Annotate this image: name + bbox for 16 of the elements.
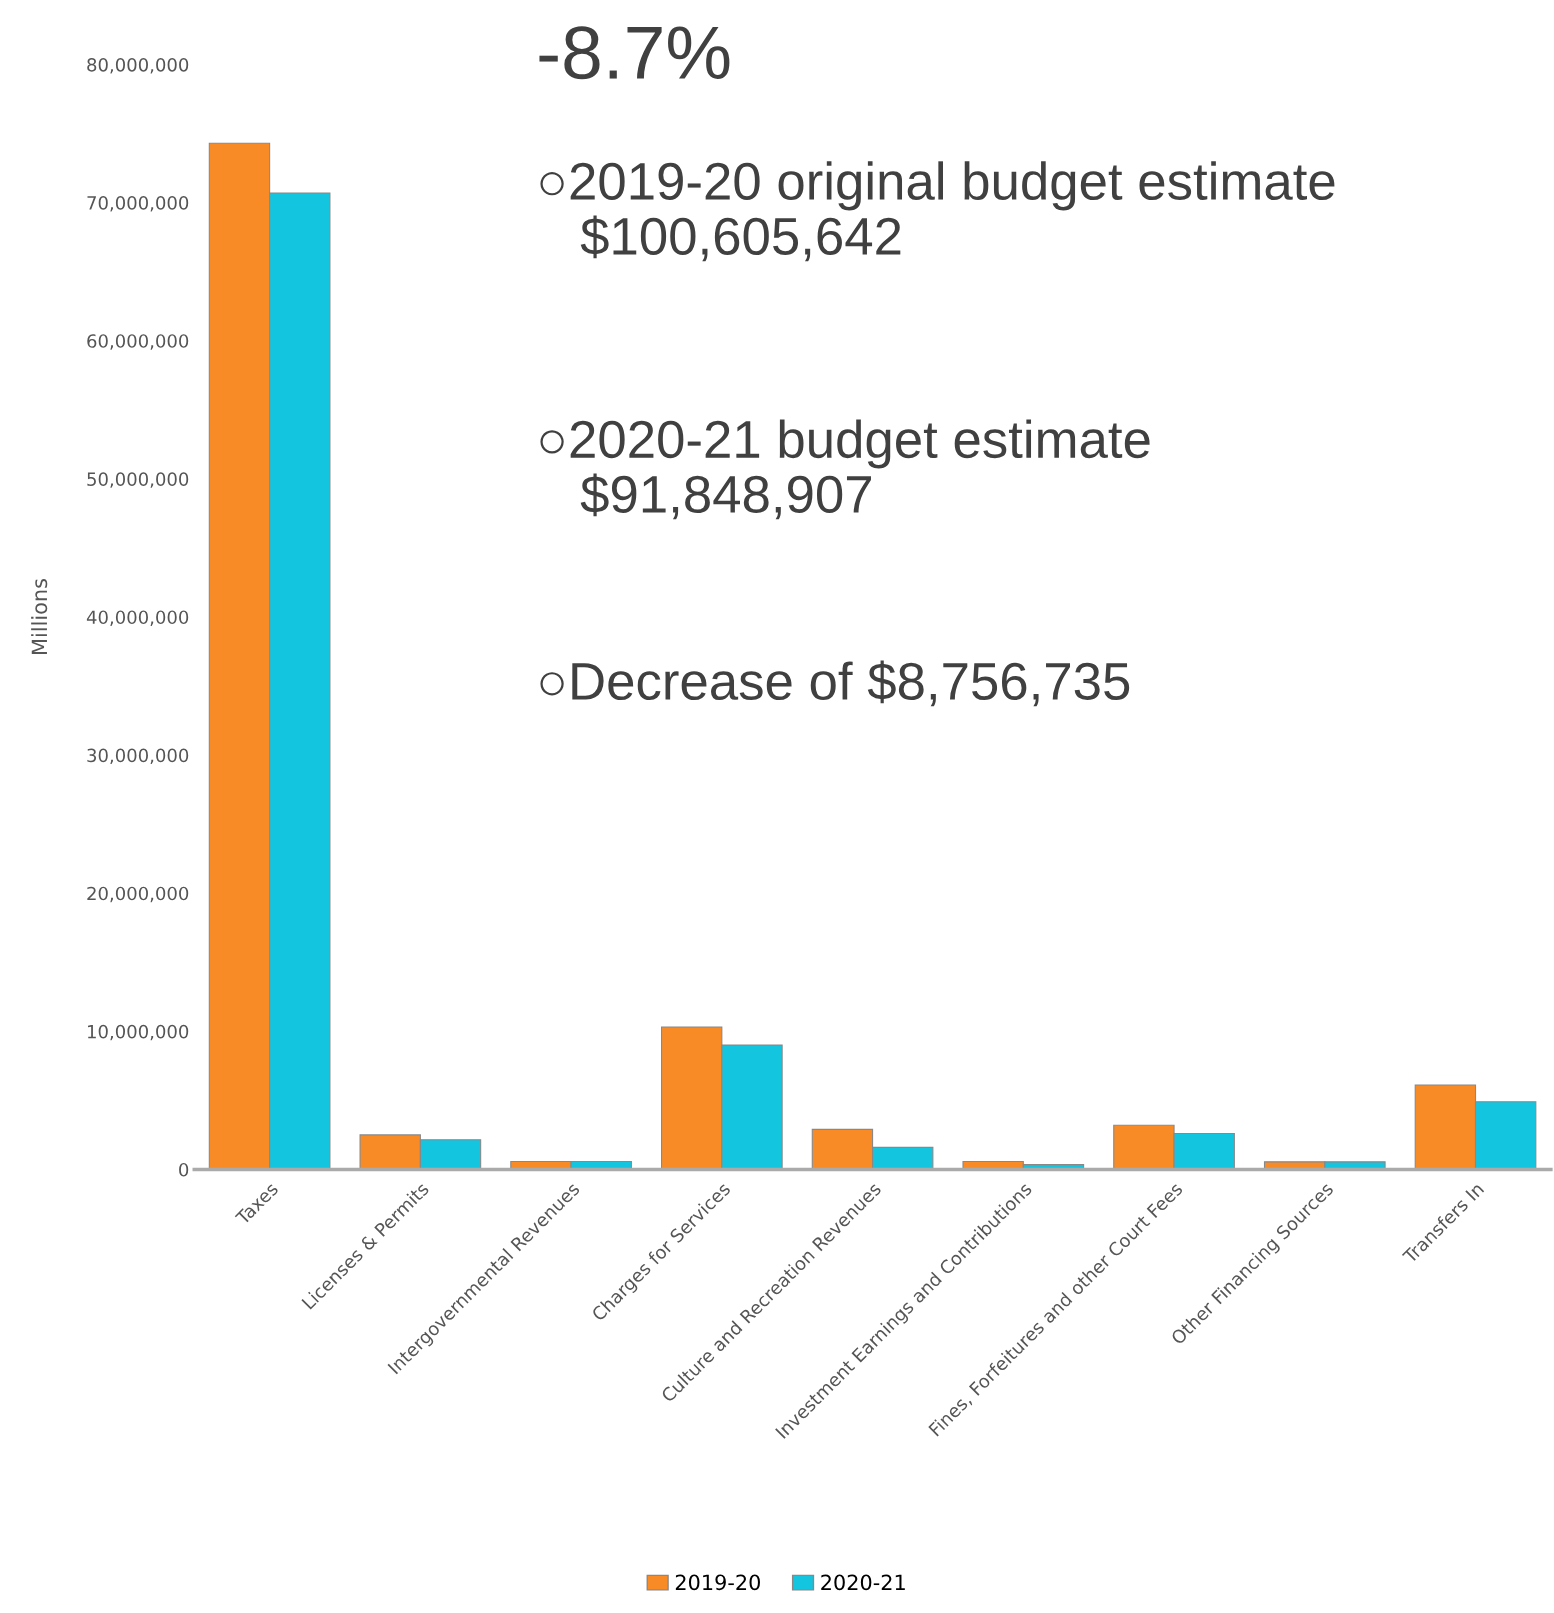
legend-label: 2019-20 [675, 1574, 760, 1591]
annotation: ○2020-21 budget estimate $91,848,907 [540, 419, 1150, 520]
y-tick-label: 0 [179, 1162, 189, 1177]
y-tick-label: 30,000,000 [87, 748, 189, 765]
y-tick-label: 80,000,000 [87, 57, 189, 74]
y-axis-title: Millions [31, 579, 48, 654]
annotation: ○2019-20 original budget estimate $100,605,642 [540, 161, 1335, 262]
y-tick-label: 60,000,000 [87, 334, 189, 350]
y-tick-label: 40,000,000 [86, 610, 189, 626]
annotation: ○Decrease of $8,756,735 [540, 660, 1130, 707]
y-tick-label: 10,000,000 [87, 1024, 189, 1041]
y-tick-label: 70,000,000 [87, 196, 189, 212]
y-tick-label: 20,000,000 [87, 886, 189, 903]
y-tick-label: 50,000,000 [87, 472, 189, 488]
legend-label: 2020-21 [821, 1574, 905, 1591]
annotation: -8.7% [539, 26, 730, 80]
